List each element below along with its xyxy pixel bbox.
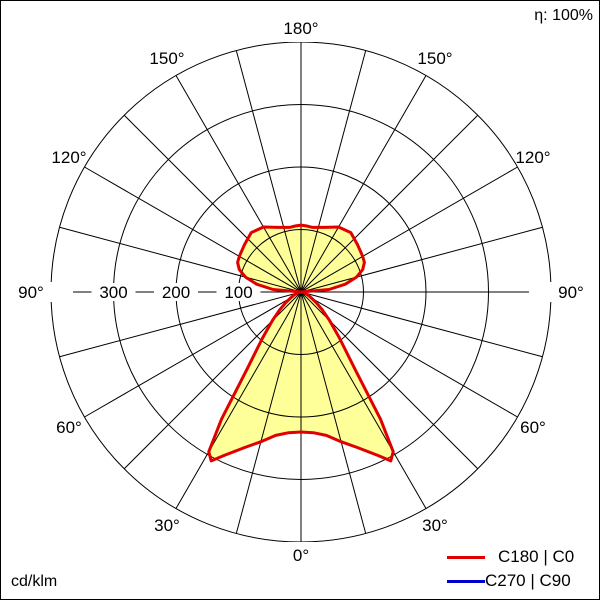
angle-label: 180° bbox=[283, 19, 318, 38]
angle-label: 60° bbox=[56, 418, 82, 437]
angle-label: 60° bbox=[520, 418, 546, 437]
legend-label-c270: C270 | C90 bbox=[485, 571, 571, 590]
angle-label: 120° bbox=[515, 148, 550, 167]
legend-label-c180: C180 | C0 bbox=[498, 547, 575, 566]
legend-swatch-c270 bbox=[447, 580, 485, 583]
angle-label: 90° bbox=[558, 283, 584, 302]
tick-label-bg bbox=[279, 542, 323, 562]
intensity-curve-c180-c0 bbox=[207, 223, 395, 463]
angle-label: 120° bbox=[51, 148, 86, 167]
angle-label: 30° bbox=[422, 516, 448, 535]
tick-label-bg bbox=[29, 282, 73, 302]
tick-label-bg bbox=[91, 283, 136, 301]
radial-tick-label: 100 bbox=[224, 283, 252, 302]
radial-tick-label: 300 bbox=[99, 283, 127, 302]
tick-label-bg bbox=[154, 283, 198, 301]
angle-label: 150° bbox=[417, 49, 452, 68]
efficiency-label: η: 100% bbox=[534, 7, 593, 24]
tick-label-bg bbox=[279, 22, 323, 42]
legend-swatch-c180 bbox=[447, 556, 485, 559]
unit-label: cd/klm bbox=[11, 573, 58, 590]
angle-label: 30° bbox=[154, 516, 180, 535]
tick-label-bg bbox=[216, 283, 261, 301]
radial-tick-label: 200 bbox=[162, 283, 190, 302]
angle-label: 150° bbox=[149, 49, 184, 68]
angle-label: 0° bbox=[293, 546, 309, 565]
angle-label: 90° bbox=[18, 283, 44, 302]
tick-label-bg bbox=[529, 282, 573, 302]
